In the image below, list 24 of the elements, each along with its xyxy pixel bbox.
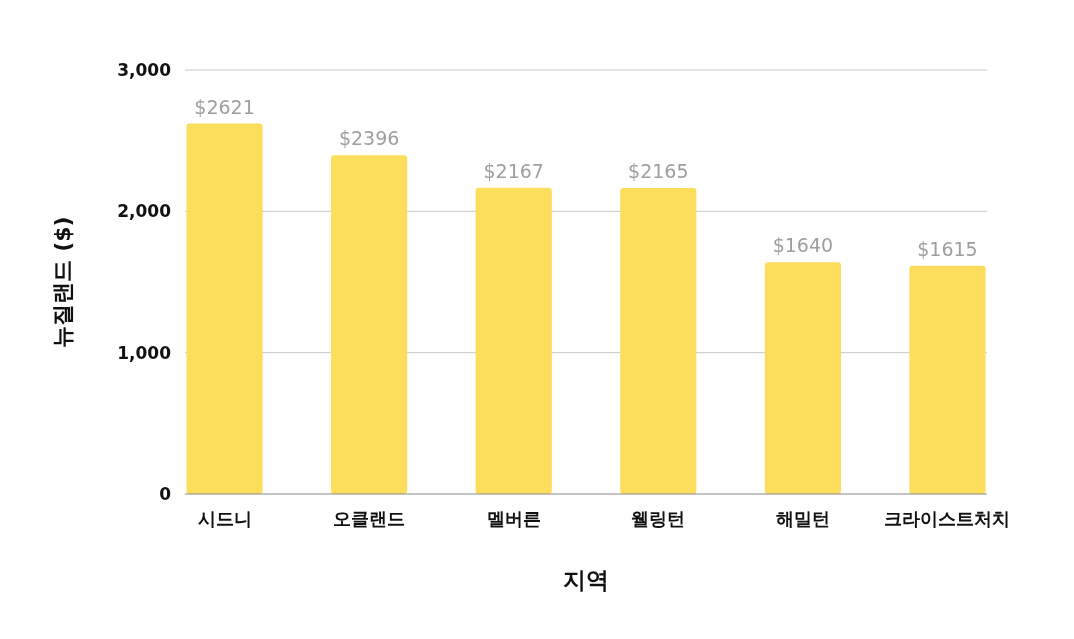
y-tick-label: 1,000 <box>117 342 172 363</box>
bar <box>475 187 552 494</box>
y-tick-label: 3,000 <box>117 60 172 80</box>
bar <box>186 123 263 494</box>
data-label: $1640 <box>772 234 834 257</box>
data-label: $2167 <box>483 159 544 182</box>
y-tick-label: 2,000 <box>117 201 172 222</box>
bar <box>331 155 408 494</box>
bar <box>764 262 841 494</box>
x-tick-label: 크라이스트처치 <box>884 508 1011 529</box>
bar <box>909 265 986 494</box>
data-label: $1615 <box>917 237 978 260</box>
bar <box>620 188 697 494</box>
data-label: $2621 <box>194 95 255 118</box>
x-tick-label: 오클랜드 <box>333 508 406 529</box>
x-tick-label: 웰링턴 <box>631 508 686 529</box>
x-tick-label: 멜버른 <box>486 508 541 529</box>
x-tick-label: 해밀턴 <box>775 508 830 529</box>
y-axis-title: 뉴질랜드 ($) <box>50 216 75 348</box>
x-axis-title: 지역 <box>563 567 609 593</box>
data-label: $2396 <box>338 127 400 150</box>
x-tick-label: 시드니 <box>197 508 252 529</box>
y-tick-label: 0 <box>159 484 172 504</box>
data-label: $2165 <box>628 160 689 183</box>
